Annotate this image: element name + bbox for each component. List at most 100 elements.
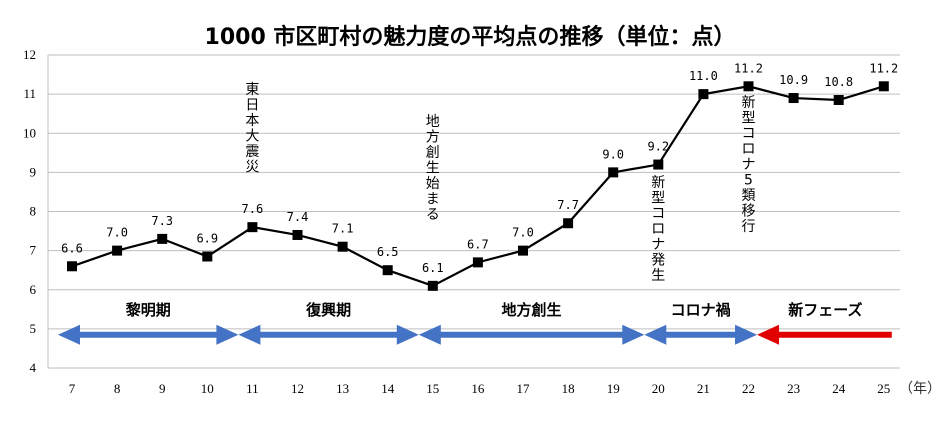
y-tick-label: 6	[30, 282, 37, 297]
data-label: 9.0	[602, 147, 624, 161]
annotation-char: 創	[426, 145, 440, 161]
data-point-marker	[518, 245, 528, 256]
annotation-char: 新	[651, 175, 665, 191]
annotation-char: 類	[742, 188, 756, 204]
data-label: 11.2	[869, 61, 898, 75]
phase-arrow: 新フェーズ	[757, 301, 892, 345]
phase-arrow: 復興期	[238, 301, 419, 345]
phase-label: 新フェーズ	[788, 301, 862, 319]
left-arrow-shape	[757, 324, 892, 345]
data-point-marker	[698, 89, 709, 100]
annotation-char: 東	[245, 82, 259, 98]
double-arrow-shape	[644, 324, 758, 345]
x-tick-label: 12	[291, 381, 304, 396]
data-point-marker	[833, 94, 844, 105]
data-point-marker	[292, 229, 303, 240]
data-point-marker	[382, 265, 393, 276]
phase-label: 黎明期	[126, 301, 171, 319]
x-tick-label: 23	[787, 381, 800, 396]
phase-arrows: 黎明期 復興期 地方創生 コロナ禍 新フェーズ	[58, 301, 892, 345]
annotation-char: ま	[426, 192, 440, 208]
x-tick-label: 8	[114, 381, 121, 396]
x-tick-label: 15	[426, 381, 439, 396]
data-point-marker	[472, 257, 483, 268]
y-tick-label: 4	[30, 360, 37, 375]
annotation-char: 生	[426, 161, 440, 177]
annotation-char: 移	[742, 204, 756, 220]
data-label: 7.0	[106, 226, 128, 240]
phase-label: 地方創生	[502, 301, 562, 319]
annotation-char: 行	[742, 219, 756, 235]
x-tick-label: 19	[607, 381, 620, 396]
data-label: 11.2	[734, 61, 763, 75]
x-tick-label: 21	[697, 381, 710, 396]
data-label: 7.1	[332, 222, 354, 236]
data-label: 7.4	[287, 210, 309, 224]
annotation-char: 5	[744, 173, 753, 189]
data-label: 6.6	[61, 241, 83, 255]
series-path	[71, 85, 885, 288]
data-point-marker	[337, 241, 348, 252]
data-label: 10.8	[824, 75, 853, 89]
y-tick-label: 11	[23, 86, 36, 101]
data-label: 9.2	[647, 140, 669, 154]
phase-label: コロナ禍	[671, 301, 731, 319]
x-tick-label: 20	[652, 381, 665, 396]
y-axis-ticks: 4 5 6 7 8 9 10 11 12	[23, 47, 37, 375]
double-arrow-shape	[238, 324, 419, 345]
annotation-char: ロ	[742, 142, 756, 158]
y-tick-label: 8	[30, 204, 37, 219]
y-tick-label: 7	[30, 243, 37, 258]
y-tick-label: 10	[23, 125, 36, 140]
double-arrow-shape	[58, 324, 239, 345]
x-tick-label: 13	[336, 381, 349, 396]
annotation-char: 発	[651, 253, 665, 269]
data-label: 11.0	[689, 69, 718, 83]
annotation-char: 生	[651, 268, 665, 284]
chart-title: 1000 市区町村の魅力度の平均点の推移（単位：点）	[205, 24, 736, 50]
data-label: 7.3	[151, 214, 173, 228]
data-label: 6.5	[377, 245, 399, 259]
x-tick-label: 25	[877, 381, 890, 396]
data-point-marker	[653, 159, 664, 170]
annotation-char: 大	[245, 129, 259, 145]
data-point-marker	[563, 218, 574, 229]
data-label: 6.9	[196, 231, 218, 245]
phase-arrow: 地方創生	[418, 301, 645, 345]
annotation-char: 災	[245, 160, 259, 176]
data-point-marker	[427, 280, 438, 291]
double-arrow-shape	[418, 324, 645, 345]
data-label: 6.1	[422, 261, 444, 275]
y-tick-label: 5	[30, 321, 37, 336]
data-point-marker	[878, 81, 889, 92]
annotation-char: 震	[245, 144, 259, 160]
data-point-marker	[788, 93, 799, 104]
annotation-char: 日	[245, 98, 259, 114]
data-label: 6.7	[467, 237, 489, 251]
data-point-marker	[67, 261, 77, 272]
y-tick-label: 9	[30, 164, 37, 179]
annotation-char: コ	[651, 206, 665, 222]
x-tick-label: 18	[562, 381, 575, 396]
y-tick-label: 12	[23, 47, 36, 62]
phase-arrow: 黎明期	[58, 301, 239, 345]
data-point-marker	[202, 251, 213, 262]
annotation-char: 本	[245, 113, 259, 129]
annotation-char: 地	[426, 114, 440, 130]
annotation-char: 型	[742, 111, 756, 127]
data-label: 10.9	[779, 73, 808, 87]
data-point-marker	[608, 167, 619, 178]
x-axis-ticks: 7 8 9 10 11 12 13 14 15 16 17 18 19 20 21 22 23 24 25	[69, 381, 891, 396]
annotation-char: る	[426, 207, 440, 223]
data-point-marker	[247, 222, 258, 233]
data-point-marker	[112, 245, 123, 256]
data-label: 7.0	[512, 226, 534, 240]
data-point-marker	[743, 81, 754, 92]
data-labels: 6.6 7.0 7.3 6.9 7.6 7.4 7.1 6.5 6.1 6.7 7.0 7.7 9.0 9…	[61, 61, 898, 275]
x-tick-label: 11	[246, 381, 259, 396]
annotation-char: 方	[426, 130, 440, 146]
